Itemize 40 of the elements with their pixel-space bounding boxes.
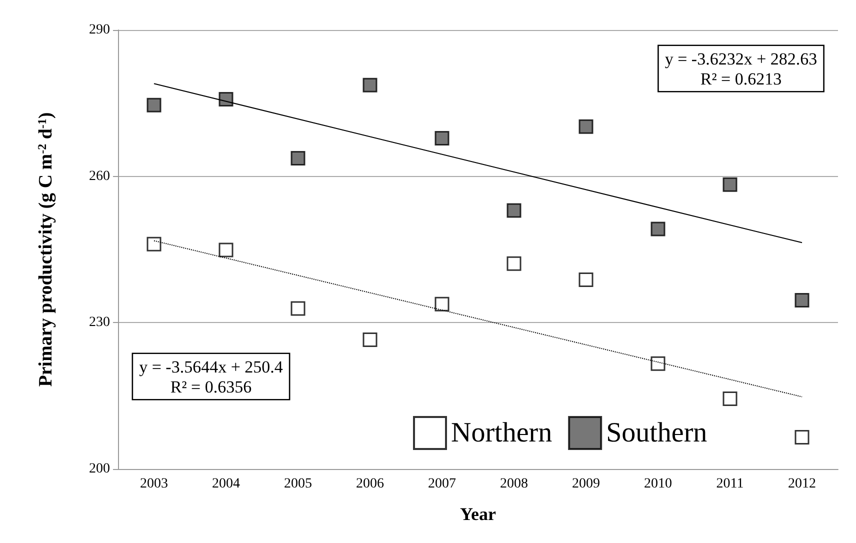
annotation: y = -3.5644x + 250.4 R² = 0.6356 xyxy=(139,358,284,396)
point xyxy=(218,242,234,258)
y-tick-label: 290 xyxy=(89,22,110,38)
point xyxy=(578,272,594,287)
x-tick-label: 2011 xyxy=(716,476,744,492)
x-tick-label: 2009 xyxy=(572,476,600,492)
legend-label: Southern xyxy=(606,418,708,448)
point xyxy=(506,203,522,218)
point xyxy=(794,292,810,308)
point xyxy=(434,296,450,312)
point xyxy=(722,392,738,406)
point xyxy=(362,332,378,347)
annotation: y = -3.6232x + 282.63 R² = 0.6213 xyxy=(664,50,818,88)
point xyxy=(218,92,234,107)
x-tick-label: 2007 xyxy=(428,476,456,492)
x-tick-label: 2008 xyxy=(500,476,528,492)
point xyxy=(578,119,594,134)
point xyxy=(506,256,522,271)
point xyxy=(290,151,306,166)
x-axis-title: Year xyxy=(460,504,496,524)
y-tick-label: 200 xyxy=(89,462,110,476)
legend-label: Northern xyxy=(451,418,552,448)
x-tick-label: 2004 xyxy=(212,476,240,492)
point xyxy=(794,430,810,445)
x-tick-label: 2003 xyxy=(140,476,168,492)
y-axis-title: Primary productivity (g C m-2 d-1) xyxy=(35,112,56,387)
x-tick-label: 2012 xyxy=(788,476,816,492)
point xyxy=(722,177,738,192)
point xyxy=(362,78,378,92)
point xyxy=(146,98,162,112)
x-tick-label: 2006 xyxy=(356,476,384,492)
point xyxy=(650,356,666,371)
point xyxy=(290,301,306,316)
y-tick-label: 230 xyxy=(89,315,110,330)
point xyxy=(146,236,162,252)
x-tick-label: 2010 xyxy=(644,476,672,492)
x-tick-label: 2005 xyxy=(284,476,312,492)
point xyxy=(434,131,450,146)
point xyxy=(650,222,666,236)
y-tick-label: 260 xyxy=(89,168,110,184)
